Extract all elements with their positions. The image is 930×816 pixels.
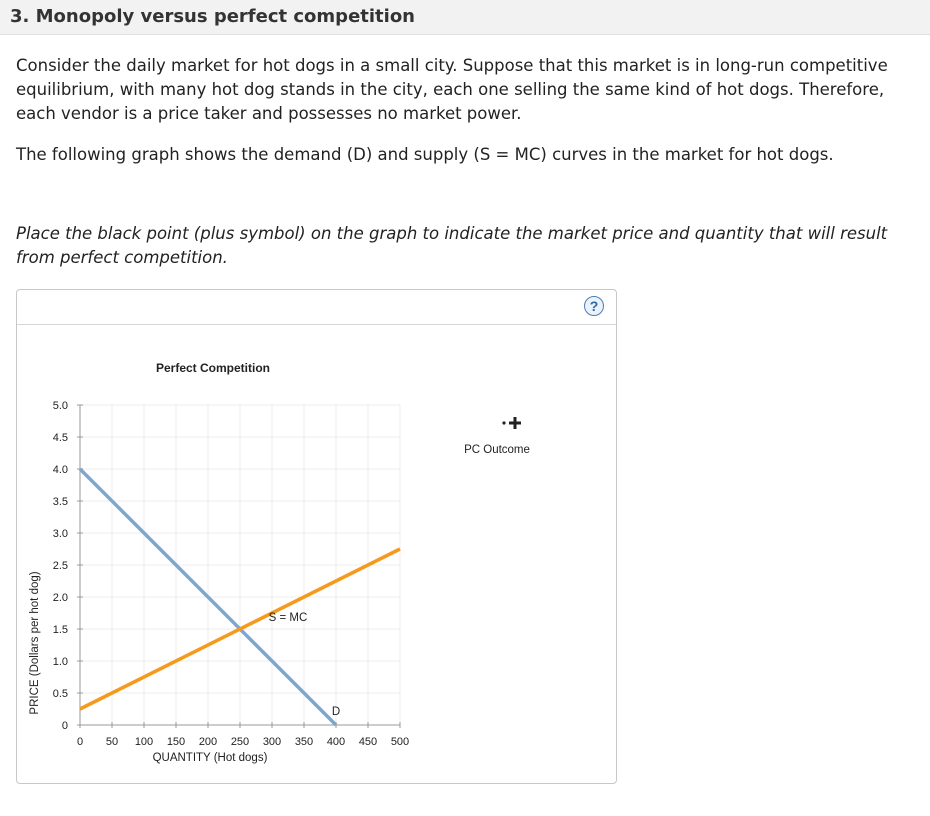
question-instruction: Place the black point (plus symbol) on t… [16,224,888,267]
y-tick-label: 1.5 [53,624,68,636]
question-paragraph-1: Consider the daily market for hot dogs i… [16,56,888,123]
chart-title: Perfect Competition [156,361,270,375]
y-tick-label: 1.0 [53,656,68,668]
x-tick-label: 100 [135,736,153,748]
grid [80,404,401,725]
y-tick-label: 4.5 [53,432,68,444]
y-tick-label: 2.5 [53,560,68,572]
x-tick-label: 150 [167,736,185,748]
x-tick-label: 500 [391,736,409,748]
x-tick-label: 300 [263,736,281,748]
x-tick-label: 250 [231,736,249,748]
question-paragraph-2: The following graph shows the demand (D)… [16,145,834,164]
x-axis-label: QUANTITY (Hot dogs) [153,752,268,764]
x-tick-label: 0 [77,736,83,748]
y-tick-label: 5.0 [53,400,68,412]
x-tick-label: 200 [199,736,217,748]
palette-tool[interactable]: PC Outcome [464,417,530,456]
y-tick-label: 2.0 [53,592,68,604]
y-axis-label: PRICE (Dollars per hot dog) [29,571,41,714]
palette-tool-label: PC Outcome [464,444,530,456]
x-tick-label: 400 [327,736,345,748]
x-tick-label: 450 [359,736,377,748]
demand-curve-label: D [332,706,340,718]
perfect-competition-graph[interactable]: Perfect Competition PRICE (Dollars per h… [17,324,616,783]
question-title: 3. Monopoly versus perfect competition [10,6,415,27]
curves: D S = MC [78,467,401,727]
question-heading: 3. Monopoly versus perfect competition [0,0,930,35]
x-tick-label: 350 [295,736,313,748]
y-tick-label: 0 [62,720,68,732]
x-tick-label: 50 [106,736,118,748]
tick-labels: 0 50 100 150 200 250 300 350 400 450 500 0 0.5 1.0 1.5… [53,400,409,748]
axes [77,404,401,728]
graph-toolbar: ? [17,290,616,325]
y-tick-label: 3.5 [53,496,68,508]
supply-curve [79,547,401,711]
y-tick-label: 3.0 [53,528,68,540]
supply-curve-label: S = MC [269,612,308,624]
y-tick-label: 0.5 [53,688,68,700]
plus-point-icon[interactable] [502,417,521,429]
y-tick-label: 4.0 [53,464,68,476]
question-mark-icon[interactable]: ? [584,296,604,316]
graph-panel: ? Perfect Competition PRICE (Dollars per… [16,289,617,784]
demand-curve [78,467,338,727]
